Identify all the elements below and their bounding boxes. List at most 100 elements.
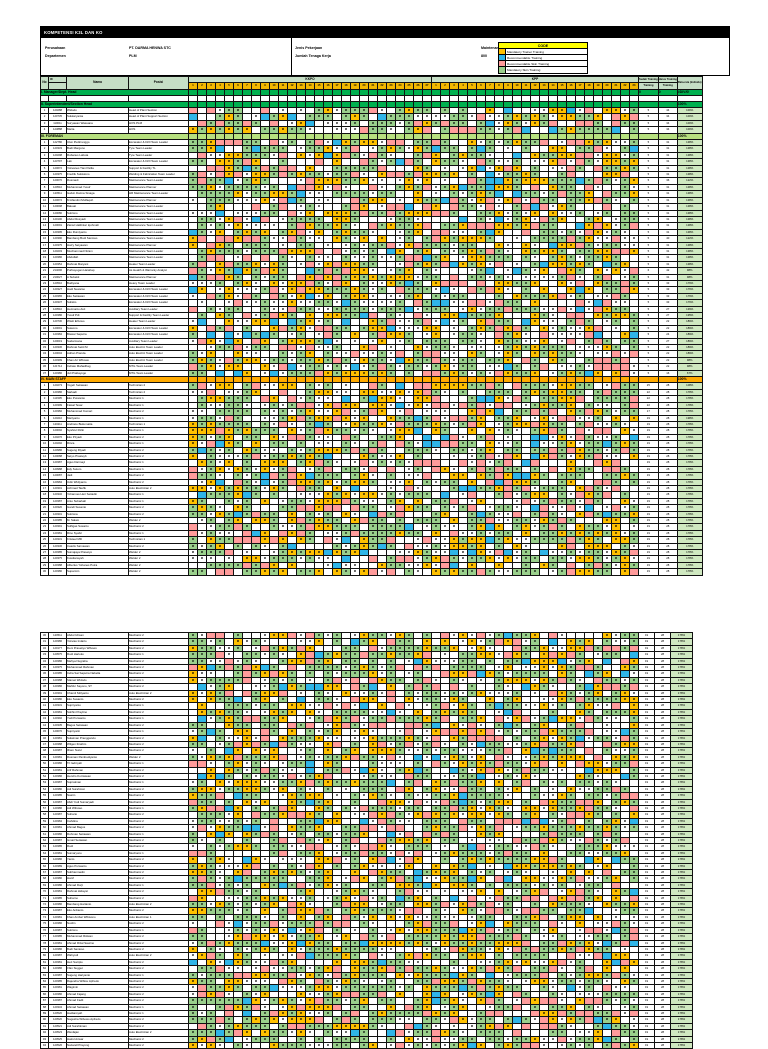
competency-cell[interactable]: M (629, 452, 639, 461)
competency-cell[interactable] (629, 222, 639, 230)
competency-cell[interactable]: M (629, 529, 639, 538)
competency-cell[interactable]: M (431, 568, 441, 576)
table-row[interactable]: 8 120510 Muhammad Yusuf Maintenance Planner… (40, 183, 703, 192)
competency-cell[interactable]: M (629, 311, 639, 320)
competency-cell[interactable]: M (629, 516, 639, 525)
competency-cell[interactable]: M (188, 568, 198, 576)
competency-cell[interactable]: M (629, 139, 639, 147)
competency-cell[interactable]: M (629, 177, 639, 185)
competency-cell[interactable]: M (350, 568, 360, 576)
competency-cell[interactable] (611, 568, 621, 576)
competency-cell[interactable]: M (413, 568, 423, 576)
competency-cell[interactable]: M (269, 568, 279, 576)
competency-cell[interactable]: M (629, 190, 639, 198)
competency-cell[interactable]: M (629, 273, 639, 282)
competency-cell[interactable]: M (629, 446, 639, 454)
competency-cell[interactable] (224, 568, 234, 576)
competency-cell[interactable]: M (242, 568, 252, 576)
table-row[interactable]: 16 120390 Bambang Budi Santoso Maintenance … (40, 235, 703, 243)
competency-cell[interactable]: M (404, 568, 414, 576)
competency-cell[interactable] (629, 171, 639, 179)
competency-cell[interactable]: M (629, 209, 639, 217)
table-row[interactable]: 1 122780 Ulun Pudirrenggo Excavator & Drill… (40, 139, 703, 147)
competency-cell[interactable]: M (629, 427, 639, 435)
table-row[interactable]: 2 120333 Budi Margono Tyre Team Leader M M M M M… (40, 145, 703, 153)
competency-cell[interactable] (386, 568, 396, 576)
competency-cell[interactable] (629, 228, 639, 237)
table-row[interactable]: 6 120375 Fredrik Sukistono Welding & Fabric… (40, 171, 703, 179)
competency-cell[interactable]: M (629, 344, 639, 352)
competency-cell[interactable]: M (629, 215, 639, 224)
competency-cell[interactable] (539, 568, 549, 576)
competency-cell[interactable] (629, 145, 639, 153)
table-row[interactable]: 13 120100 Abdul Rosyadi Maintenance Team Le… (40, 215, 703, 224)
competency-cell[interactable] (323, 568, 333, 576)
competency-cell[interactable]: M (512, 568, 522, 576)
competency-cell[interactable]: M (629, 363, 639, 371)
competency-cell[interactable]: M (629, 151, 639, 160)
competency-cell[interactable]: M (197, 568, 207, 576)
competency-cell[interactable]: M (629, 542, 639, 551)
competency-cell[interactable] (233, 568, 243, 576)
competency-cell[interactable]: M (629, 158, 639, 166)
table-row[interactable]: 5 120672 Yokvanes Tian Patila Support & Fac… (40, 164, 703, 173)
competency-cell[interactable]: M (629, 183, 639, 192)
competency-cell[interactable]: M (377, 568, 387, 576)
competency-cell[interactable]: M (629, 324, 639, 333)
table-row[interactable]: 12 120080 Sutrisno Maintenance Team Leader M… (40, 209, 703, 217)
table-row[interactable]: 3 120298 Rubanus Labuta Tyre Team Leader M M M… (40, 151, 703, 160)
competency-cell[interactable]: M (629, 497, 639, 506)
table-row[interactable]: 23 120510 Budiyana Heavy Team Leader M M M M M M M… (40, 279, 703, 288)
competency-cell[interactable]: M (629, 235, 639, 243)
competency-cell[interactable]: M (629, 126, 639, 134)
competency-cell[interactable]: M (359, 568, 369, 576)
competency-cell[interactable]: M (629, 119, 639, 128)
competency-cell[interactable]: M (296, 568, 306, 576)
competency-cell[interactable]: M (629, 478, 639, 487)
competency-cell[interactable] (287, 568, 297, 576)
table-row[interactable]: 15 120395 Eko Rumiyanto Maintenance Team Le… (40, 228, 703, 237)
table-row[interactable]: 7 120070 Rusmadi Maintenance Team Leader M M M… (40, 177, 703, 185)
competency-cell[interactable]: M (629, 279, 639, 288)
table-row[interactable]: 14 120091 Zainul Halilintar Iqohmah Mainten… (40, 222, 703, 230)
competency-cell[interactable]: M (629, 247, 639, 256)
table-row[interactable]: 36 120385 Indra Sat Saputra Nabella Mechani… (40, 670, 693, 678)
competency-cell[interactable]: M (629, 286, 639, 294)
competency-cell[interactable]: M (629, 536, 639, 544)
table-row[interactable]: 4 123797 Lak Excavator & Drill Team Leader M… (40, 158, 703, 166)
competency-cell[interactable] (629, 568, 639, 576)
competency-cell[interactable]: M (278, 568, 288, 576)
competency-cell[interactable]: M (629, 164, 639, 173)
competency-cell[interactable]: M (530, 568, 540, 576)
competency-cell[interactable]: M (629, 440, 639, 448)
table-row[interactable]: 28 120386 Yusuf Pdt Support & Facility Team… (40, 311, 703, 320)
competency-cell[interactable]: M (332, 568, 342, 576)
competency-cell[interactable]: M (629, 106, 639, 115)
competency-cell[interactable] (566, 568, 576, 576)
competency-cell[interactable]: M (494, 568, 504, 576)
table-row[interactable]: 1 120288 Widodo Head of Plant Section M M M M M M… (40, 106, 703, 115)
competency-cell[interactable]: M (575, 568, 585, 576)
competency-cell[interactable]: M (593, 568, 603, 576)
competency-cell[interactable]: M (629, 555, 639, 563)
competency-cell[interactable] (422, 568, 432, 576)
competency-cell[interactable]: M (629, 510, 639, 519)
